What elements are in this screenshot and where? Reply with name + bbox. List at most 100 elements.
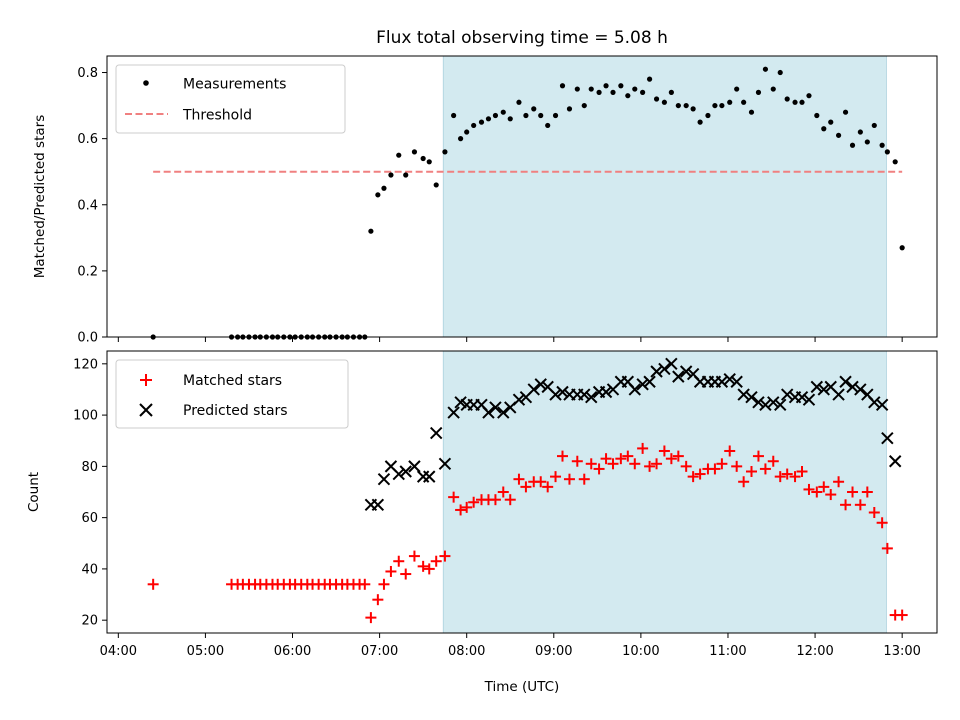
y-tick-label: 0.2	[77, 264, 98, 279]
top-legend: Measurements Threshold	[115, 64, 346, 134]
measurement-point	[712, 102, 718, 109]
x-tick-label: 13:00	[883, 644, 920, 659]
measurement-point	[485, 116, 492, 122]
predicted-star-point	[839, 375, 852, 388]
matched-star-point	[651, 458, 663, 470]
predicted-star-point	[881, 431, 894, 445]
measurement-point	[538, 112, 544, 119]
predicted-star-point	[377, 472, 391, 486]
matched-star-point	[759, 463, 771, 475]
measurement-point	[610, 89, 616, 95]
predicted-star-point	[658, 362, 671, 376]
matched-star-point	[378, 578, 390, 590]
predicted-star-point	[650, 365, 663, 378]
measurement-point	[828, 119, 834, 125]
predicted-star-point	[482, 406, 495, 419]
predicted-star-point	[512, 393, 526, 406]
matched-star-point	[372, 594, 384, 606]
y-tick-label: 120	[73, 357, 98, 372]
matched-star-point	[359, 578, 371, 590]
measurement-point	[500, 109, 506, 115]
predicted-star-point	[628, 383, 641, 396]
measurement-point	[516, 99, 522, 105]
predicted-star-point	[832, 388, 845, 401]
matched-star-point	[400, 568, 412, 580]
measurement-point	[821, 126, 827, 132]
legend-measurements-marker	[143, 80, 149, 86]
matched-star-point	[847, 486, 859, 498]
measurement-point	[559, 83, 566, 89]
matched-star-point	[629, 458, 641, 470]
predicted-star-point	[795, 390, 809, 404]
measurement-point	[507, 116, 513, 122]
matched-star-point	[535, 476, 547, 488]
measurement-point	[653, 96, 660, 102]
legend-matched-label: Matched stars	[183, 373, 282, 389]
measurement-point	[697, 119, 703, 125]
matched-star-point	[455, 504, 467, 516]
x-tick-label: 05:00	[187, 644, 224, 659]
measurement-point	[375, 192, 381, 198]
predicted-star-point	[759, 398, 772, 412]
matched-star-point	[752, 450, 764, 462]
measurement-point	[892, 159, 898, 165]
matched-star-point	[365, 612, 377, 624]
predicted-star-point	[767, 396, 780, 409]
measurement-point	[457, 136, 464, 142]
measurement-point	[403, 172, 409, 178]
measurement-point	[814, 112, 820, 119]
measurement-point	[471, 122, 477, 129]
y-tick-label: 100	[73, 409, 98, 424]
y-tick-label: 0.6	[77, 132, 98, 147]
x-tick-label: 09:00	[535, 644, 572, 659]
measurement-point	[799, 99, 805, 105]
predicted-star-point	[430, 426, 443, 440]
predicted-star-point	[549, 388, 562, 401]
chart-title: Flux total observing time = 5.08 h	[376, 28, 668, 48]
matched-star-point	[825, 489, 837, 501]
x-tick-label: 12:00	[796, 644, 833, 659]
predicted-star-point	[875, 398, 889, 412]
matched-star-point	[774, 471, 786, 483]
measurement-point	[381, 185, 387, 191]
measurement-point	[748, 109, 755, 115]
matched-star-point	[593, 463, 605, 475]
legend-matched-marker	[140, 374, 152, 386]
predicted-star-point	[854, 383, 867, 396]
matched-star-point	[665, 453, 677, 465]
bottom-y-ticks: 20 40 60 80 100 120	[73, 357, 107, 629]
bottom-legend-box	[115, 359, 349, 429]
legend-threshold-label: Threshold	[182, 108, 252, 124]
matched-star-point	[896, 609, 908, 621]
predicted-star-point	[438, 457, 452, 471]
matched-star-point	[542, 481, 554, 493]
predicted-star-point	[868, 396, 881, 409]
bottom-panel: 20 40 60 80 100 120 04:00 05:00 06:00 07:00 08:00…	[26, 350, 938, 695]
top-legend-box	[115, 64, 346, 134]
matched-star-point	[578, 473, 590, 485]
top-y-axis-label: Matched/Predicted stars	[32, 115, 48, 278]
matched-star-point	[868, 507, 880, 519]
matched-star-point	[520, 481, 532, 493]
matched-star-point	[672, 450, 684, 462]
matched-star-point	[687, 471, 699, 483]
top-y-ticks: 0.0 0.2 0.4 0.6 0.8	[77, 66, 107, 346]
measurement-point	[478, 119, 485, 125]
matched-star-point	[408, 550, 420, 562]
matched-star-point	[716, 458, 728, 470]
predicted-star-point	[578, 388, 591, 401]
predicted-star-point	[527, 383, 540, 396]
legend-predicted-marker	[139, 403, 153, 417]
predicted-star-point	[447, 406, 460, 419]
measurement-point	[531, 106, 537, 112]
measurement-point	[603, 83, 609, 89]
measurement-point	[420, 155, 426, 162]
predicted-star-point	[556, 385, 569, 399]
measurement-point	[668, 89, 674, 95]
x-tick-label: 08:00	[448, 644, 485, 659]
predicted-star-point	[399, 465, 412, 478]
matched-star-point	[680, 460, 692, 472]
predicted-star-point	[636, 378, 649, 391]
measurement-point	[588, 86, 594, 92]
measurement-point	[581, 102, 587, 109]
